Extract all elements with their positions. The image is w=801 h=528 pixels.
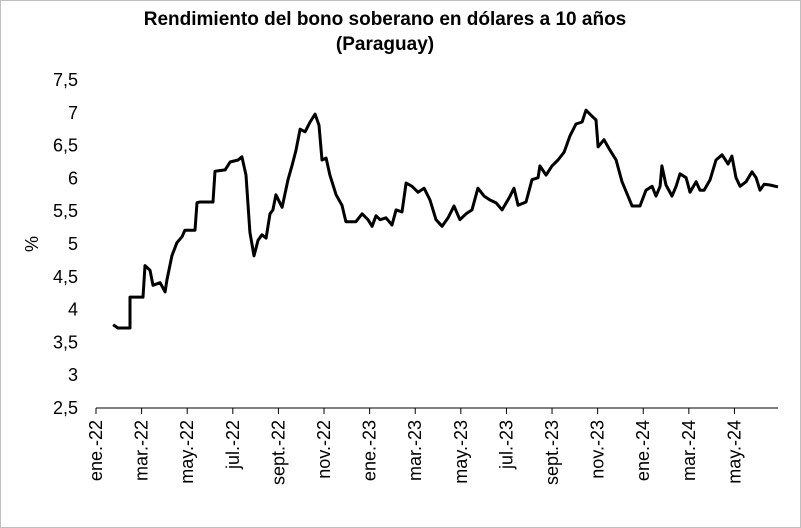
y-tick-label: 7,5 [53,70,78,90]
y-tick-label: 2,5 [53,398,78,418]
y-tick-label: 3,5 [53,332,78,352]
y-tick-label: 4 [68,300,78,320]
x-tick-label: sept.-23 [542,420,562,485]
y-tick-label: 5,5 [53,201,78,221]
x-tick-label: ene.-22 [86,420,106,481]
chart-title: Rendimiento del bono soberano en dólares… [144,9,627,30]
x-tick-label: mar.-22 [132,420,152,481]
x-tick-label: may.-22 [177,420,197,484]
y-tick-label: 5 [68,234,78,254]
x-tick-label: jul.-22 [223,420,243,470]
x-tick-label: ene.-23 [360,420,380,481]
x-tick-label: ene.-24 [633,420,653,481]
x-tick-label: jul.-23 [496,420,516,470]
y-tick-label: 4,5 [53,267,78,287]
y-axis-label: % [22,236,42,252]
x-tick-label: sept.-22 [268,420,288,485]
x-tick-label: nov.-23 [588,420,608,479]
y-tick-label: 7 [68,103,78,123]
x-tick-label: may.-23 [451,420,471,484]
y-tick-label: 6,5 [53,136,78,156]
x-tick-label: may.-24 [724,420,744,484]
x-tick-label: nov.-22 [314,420,334,479]
y-tick-label: 6 [68,168,78,188]
y-tick-label: 3 [68,365,78,385]
x-tick-label: mar.-24 [679,420,699,481]
x-tick-label: mar.-23 [405,420,425,481]
line [112,108,779,330]
chart-title: (Paraguay) [336,34,434,55]
